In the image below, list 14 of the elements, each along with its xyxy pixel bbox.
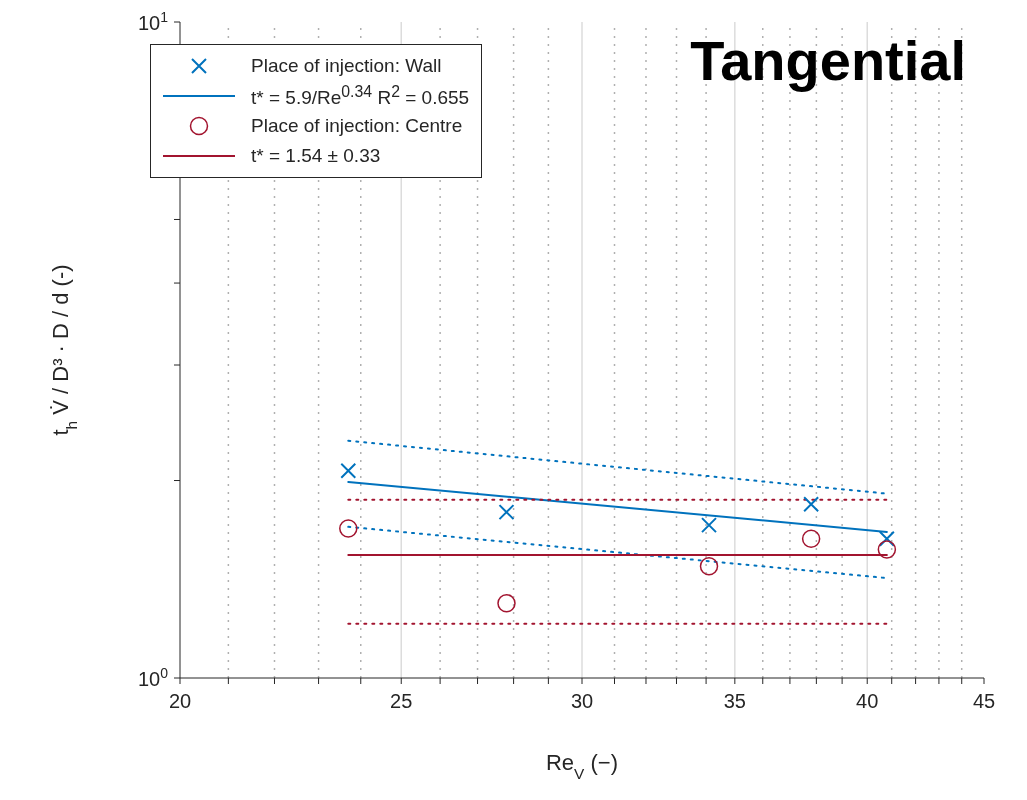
x-tick-label: 45 [972,690,996,712]
y-tick-label: 10$^{1}$ [137,9,169,34]
legend-label: Place of injection: Centre [251,115,463,137]
x-axis-title: Re$_{V}$ (−) [545,750,619,782]
x-tick-label: 20 [168,690,192,712]
x-tick-label: 40 [856,690,879,712]
legend-label: Place of injection: Wall [251,55,442,77]
legend-label: t* = 1.54 ± 0.33 [251,145,381,167]
y-tick-label: 10$^{0}$ [137,665,169,690]
x-tick-label: 35 [723,690,746,712]
chart-title: Tangential [690,28,966,93]
x-tick-label: 30 [570,690,594,712]
legend-label: t* = 5.9/Re$^{0.34}$ R$^{2}$ = 0.655 [251,82,470,110]
x-tick-label: 25 [390,690,413,712]
